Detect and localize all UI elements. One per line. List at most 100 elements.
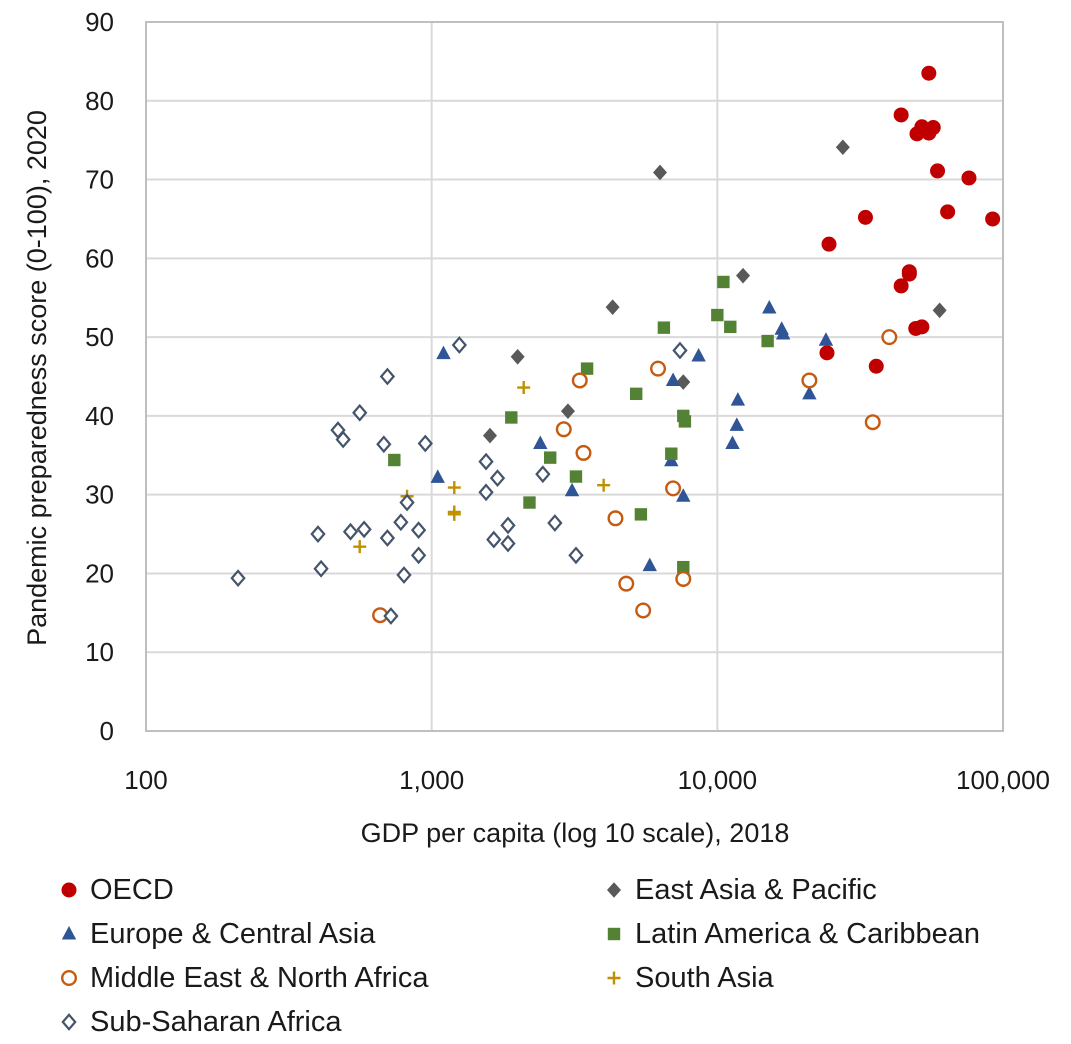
legend: OECD East Asia & Pacific Europe & Central … [58, 868, 1058, 1044]
data-point [961, 170, 977, 186]
legend-marker [607, 927, 621, 941]
y-tick-label: 60 [85, 243, 114, 273]
data-point [489, 469, 506, 488]
legend-label: South Asia [635, 961, 774, 994]
data-point [642, 557, 657, 572]
data-point [630, 387, 643, 401]
data-point [730, 392, 746, 406]
data-point [393, 513, 409, 532]
data-point [665, 372, 681, 386]
data-point [569, 470, 583, 483]
data-point [447, 507, 461, 521]
data-point [430, 469, 445, 483]
series-4 [372, 329, 898, 624]
legend-item: East Asia & Pacific [603, 868, 1058, 912]
data-point [335, 430, 351, 449]
data-point [901, 266, 917, 282]
series-0 [819, 65, 1001, 374]
data-point [571, 372, 588, 389]
data-point [376, 435, 392, 454]
data-point [725, 435, 740, 449]
data-point [478, 483, 494, 502]
plot-frame [145, 21, 1004, 732]
legend-marker [61, 1013, 77, 1031]
series-5 [353, 381, 611, 554]
y-tick-label: 0 [100, 716, 114, 746]
data-point [575, 444, 592, 461]
data-point [547, 514, 563, 532]
legend-item: Europe & Central Asia [58, 912, 603, 956]
y-tick-label: 50 [85, 322, 114, 352]
data-point [908, 320, 924, 336]
legend-marker [61, 882, 77, 898]
data-point [353, 540, 367, 554]
data-point [821, 236, 837, 252]
data-point [410, 521, 427, 540]
data-point [893, 107, 909, 123]
y-tick-label: 80 [85, 86, 114, 116]
legend-item: Sub-Saharan Africa [58, 1000, 603, 1044]
axes: 0 10 20 30 40 50 60 70 80 90 100 1,000 10,000 100,000 [85, 7, 1050, 795]
data-point [835, 139, 850, 156]
data-point [396, 566, 412, 584]
data-point [677, 560, 690, 574]
data-point [379, 529, 396, 547]
data-point [921, 125, 937, 141]
data-point [678, 415, 692, 428]
data-point [388, 453, 401, 467]
data-point [818, 332, 834, 346]
legend-item: Latin America & Caribbean [603, 912, 1058, 956]
y-tick-label: 30 [85, 480, 114, 510]
data-point [802, 385, 817, 400]
data-point [634, 508, 648, 521]
data-point [665, 480, 682, 497]
legend-marker [60, 969, 78, 987]
y-tick-label: 10 [85, 637, 114, 667]
data-point [775, 325, 791, 340]
data-point [436, 345, 451, 360]
series-6 [230, 336, 688, 625]
data-point [691, 348, 706, 362]
legend-marker-icon [607, 882, 621, 898]
legend-marker [607, 971, 621, 985]
data-point [517, 381, 531, 395]
data-point [857, 209, 873, 225]
data-point [555, 421, 572, 438]
legend-marker [607, 882, 621, 898]
data-point [932, 302, 947, 319]
data-point [650, 360, 667, 377]
data-point [564, 482, 580, 497]
data-point [505, 411, 518, 424]
scatter-chart: 0 10 20 30 40 50 60 70 80 90 100 1,000 10,000 100,000… [22, 7, 1050, 848]
data-point [868, 358, 884, 374]
legend-label: Middle East & North Africa [90, 961, 429, 994]
data-point [675, 570, 692, 587]
data-point [510, 349, 525, 365]
data-point [451, 336, 468, 354]
y-axis-label: Pandemic preparedness score (0-100), 202… [22, 110, 52, 646]
data-point [676, 488, 691, 502]
x-tick-label: 100,000 [956, 765, 1050, 795]
legend-item: OECD [58, 868, 603, 912]
legend-label: Sub-Saharan Africa [90, 1005, 342, 1038]
data-point [568, 546, 584, 565]
data-point [864, 414, 881, 431]
data-point [383, 607, 399, 625]
data-point [410, 546, 427, 565]
series-1 [482, 139, 947, 444]
data-point [724, 320, 737, 334]
data-point [893, 278, 909, 294]
y-tick-label: 20 [85, 558, 114, 588]
legend-label: East Asia & Pacific [635, 873, 877, 906]
legend-label: OECD [90, 873, 174, 906]
x-tick-label: 10,000 [678, 765, 758, 795]
legend-marker-icon [60, 969, 78, 987]
data-point [310, 525, 326, 543]
data-point [342, 522, 359, 541]
legend-marker-icon [607, 927, 621, 941]
y-tick-label: 70 [85, 165, 114, 195]
legend-marker-icon [61, 926, 77, 940]
x-axis-label: GDP per capita (log 10 scale), 2018 [361, 818, 790, 848]
data-point [729, 417, 745, 431]
legend-label: Latin America & Caribbean [635, 917, 980, 950]
